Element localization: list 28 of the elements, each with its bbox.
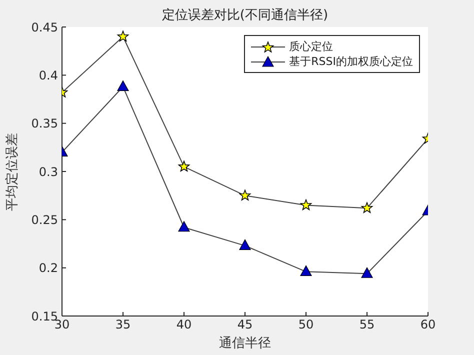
point bbox=[300, 265, 312, 276]
y-tick-label: 0.4 bbox=[38, 68, 58, 82]
y-tick-label: 0.35 bbox=[31, 116, 58, 131]
x-tick-label: 55 bbox=[359, 318, 375, 332]
legend-label: 质心定位 bbox=[289, 39, 334, 54]
x-axis-title: 通信半径 bbox=[218, 335, 272, 352]
y-tick-label: 0.2 bbox=[38, 261, 58, 276]
y-tick-label: 0.25 bbox=[31, 212, 58, 227]
point bbox=[239, 190, 251, 200]
point bbox=[300, 199, 312, 210]
point bbox=[117, 80, 129, 92]
point bbox=[178, 160, 190, 172]
point bbox=[239, 239, 251, 250]
y-tick-label: 0.3 bbox=[38, 164, 58, 179]
point bbox=[178, 221, 190, 232]
x-tick-label: 60 bbox=[420, 318, 436, 332]
x-tick-label: 40 bbox=[176, 318, 192, 332]
x-tick-label: 35 bbox=[115, 318, 131, 332]
y-tick-label: 0.45 bbox=[31, 20, 58, 34]
point bbox=[361, 202, 373, 213]
x-tick-label: 45 bbox=[237, 318, 253, 332]
legend-label: 基于RSSI的加权质心定位 bbox=[289, 54, 413, 69]
chart-title: 定位误差对比(不同通信半径) bbox=[160, 7, 330, 24]
point bbox=[361, 267, 373, 278]
x-tick-label: 50 bbox=[298, 318, 314, 332]
y-axis-title: 平均定位误差 bbox=[4, 133, 21, 211]
y-tick-label: 0.15 bbox=[31, 309, 58, 324]
point bbox=[117, 30, 129, 42]
